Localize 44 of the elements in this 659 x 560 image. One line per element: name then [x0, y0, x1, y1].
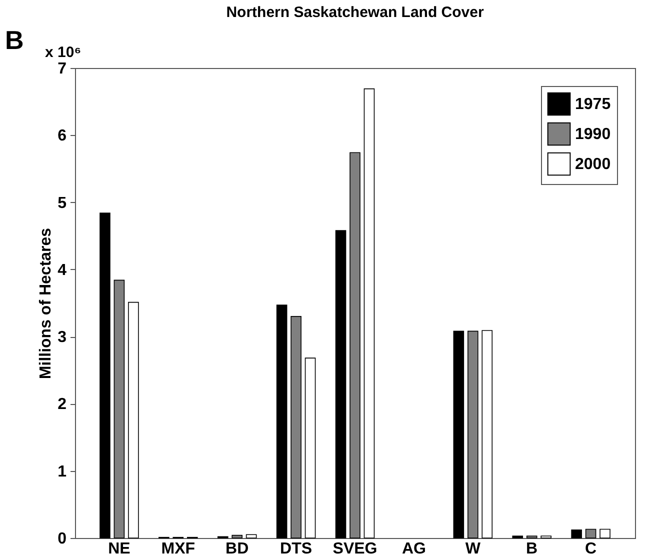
bar — [585, 528, 596, 538]
bar — [467, 330, 478, 538]
bar — [571, 530, 582, 538]
y-tick-label: 6 — [58, 128, 67, 145]
legend-label: 1990 — [575, 126, 611, 143]
x-tick-label: NE — [108, 540, 131, 558]
bar — [335, 230, 346, 538]
bar — [276, 304, 288, 538]
bar — [482, 330, 493, 538]
bar — [304, 358, 316, 538]
y-tick-label: 7 — [58, 60, 67, 78]
bar — [512, 536, 524, 538]
bar — [100, 212, 110, 538]
bar — [600, 528, 610, 538]
bar — [114, 280, 125, 538]
x-tick-label: SVEG — [332, 540, 378, 558]
y-tick-label: 2 — [58, 396, 67, 414]
y-tick-label: 4 — [58, 262, 67, 279]
bar — [364, 88, 375, 538]
bar — [128, 302, 139, 538]
chart-title: Northern Saskatchewan Land Cover — [226, 4, 484, 21]
bar — [232, 534, 243, 538]
x-tick-label: C — [585, 540, 598, 558]
bar — [290, 316, 302, 538]
y-tick-label: 1 — [58, 463, 67, 480]
legend-label: 1975 — [575, 96, 611, 113]
x-tick-label: B — [526, 540, 538, 558]
y-tick-label: 3 — [58, 329, 67, 346]
y-axis-title: Millions of Hectares — [38, 228, 55, 380]
y-tick-label: 5 — [58, 194, 67, 212]
bar — [453, 330, 464, 538]
bar — [526, 536, 538, 538]
bar — [350, 152, 360, 538]
x-tick-label: W — [465, 540, 482, 558]
text: B — [5, 25, 24, 55]
x-tick-label: DTS — [280, 540, 312, 558]
text: x 10⁶ — [45, 44, 82, 61]
bar — [540, 536, 552, 538]
x-tick-label: AG — [402, 540, 426, 558]
y-tick-label: 0 — [58, 530, 67, 548]
legend-label: 2000 — [575, 156, 611, 173]
x-tick-label: BD — [226, 540, 249, 558]
x-tick-label: MXF — [161, 540, 196, 558]
bar — [246, 534, 257, 538]
